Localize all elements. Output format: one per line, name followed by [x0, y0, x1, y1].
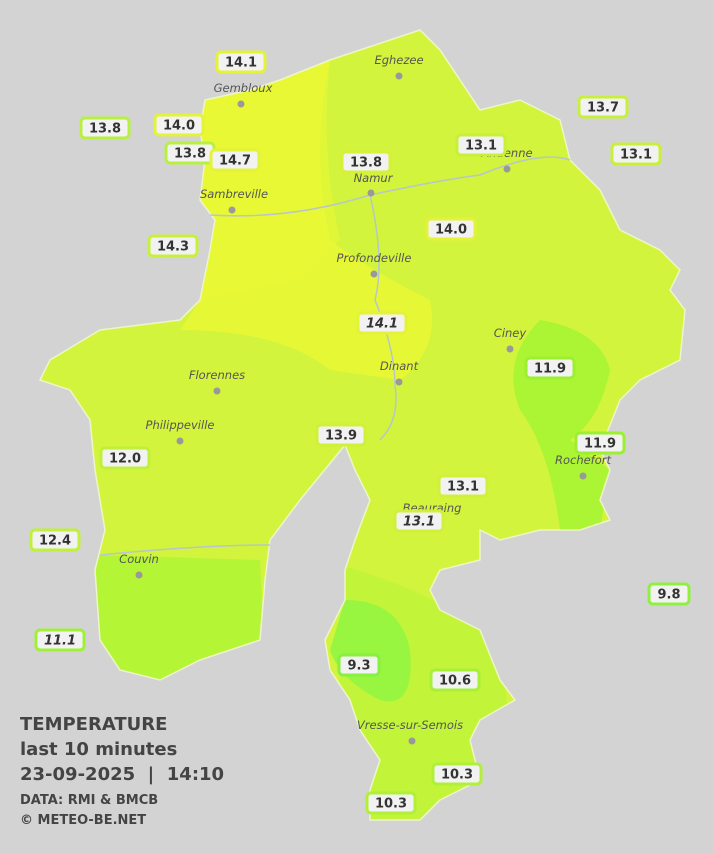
station-box: [365, 791, 417, 815]
station-box: [610, 142, 662, 166]
legend-title: TEMPERATURE: [20, 714, 167, 735]
station-box: [340, 150, 392, 174]
station-value: 13.9: [325, 429, 357, 444]
station-box: [437, 474, 489, 498]
city-label: Ciney: [494, 326, 527, 340]
legend-copyright: © METEO-BE.NET: [20, 813, 146, 828]
city-dot: [395, 72, 403, 80]
city-dot: [135, 571, 143, 579]
city-label: Couvin: [119, 552, 159, 566]
station-box: [315, 423, 367, 447]
station-value: 13.8: [89, 122, 121, 137]
city-dot: [503, 165, 511, 173]
city-dot: [237, 100, 245, 108]
legend-source: DATA: RMI & BMCB: [20, 793, 158, 808]
legend-datetime: 23-09-2025 | 14:10: [20, 764, 224, 785]
city-label: Rochefort: [555, 453, 612, 467]
station-box: [356, 311, 408, 335]
station-box: [153, 113, 205, 137]
station-value: 14.0: [435, 223, 467, 238]
station-box: [337, 653, 381, 677]
station-box: [574, 431, 626, 455]
station-value: 9.3: [347, 659, 370, 674]
cities: EghezeeGemblouxAndenneNamurSambrevillePr…: [119, 53, 612, 745]
station-value: 10.3: [375, 797, 407, 812]
station-value: 13.1: [447, 480, 479, 495]
city-dot: [370, 270, 378, 278]
station-box: [34, 628, 86, 652]
city-label: Dinant: [380, 359, 419, 373]
legend-subtitle: last 10 minutes: [20, 739, 177, 760]
station-box: [209, 148, 261, 172]
station-value: 9.8: [657, 588, 680, 603]
station-box: [425, 217, 477, 241]
city-label: Profondeville: [337, 251, 412, 265]
station-value: 12.4: [39, 534, 71, 549]
station-box: [431, 762, 483, 786]
city-dot: [395, 378, 403, 386]
station-box: [647, 582, 691, 606]
station-value: 14.1: [366, 317, 398, 332]
city-dot: [228, 206, 236, 214]
station-box: [147, 234, 199, 258]
station-value: 13.1: [403, 515, 435, 530]
station-box: [455, 133, 507, 157]
station-box: [79, 116, 131, 140]
station-box: [393, 509, 445, 533]
station-value: 11.9: [584, 437, 616, 452]
city-label: Florennes: [189, 368, 245, 382]
station-value: 13.7: [587, 101, 619, 116]
station-box: [429, 668, 481, 692]
city-dot: [408, 737, 416, 745]
station-box: [577, 95, 629, 119]
station-value: 11.9: [534, 362, 566, 377]
station-value: 12.0: [109, 452, 141, 467]
station-value: 13.1: [620, 148, 652, 163]
station-value: 14.1: [225, 56, 257, 71]
station-box: [99, 446, 151, 470]
city-label: Eghezee: [374, 53, 423, 67]
station-value: 10.6: [439, 674, 471, 689]
city-dot: [213, 387, 221, 395]
city-dot: [176, 437, 184, 445]
station-value: 13.8: [174, 147, 206, 162]
station-value: 14.3: [157, 240, 189, 255]
city-dot: [506, 345, 514, 353]
city-dot: [579, 472, 587, 480]
city-label: Vresse-sur-Semois: [357, 718, 463, 732]
station-value: 14.0: [163, 119, 195, 134]
station-box: [524, 356, 576, 380]
station-value: 11.1: [44, 634, 76, 649]
station-value: 13.8: [350, 156, 382, 171]
station-value: 10.3: [441, 768, 473, 783]
city-dot: [367, 189, 375, 197]
city-label: Sambreville: [200, 187, 268, 201]
stations: 14.1 14.0 13.8 13.8 14.7 13.8 13.1 13.7 13.1 14.3…: [29, 50, 691, 815]
city-label: Philippeville: [146, 418, 215, 432]
station-box: [29, 528, 81, 552]
station-box: [215, 50, 267, 74]
city-label: Gembloux: [214, 81, 273, 95]
station-value: 13.1: [465, 139, 497, 154]
city-label: Namur: [354, 171, 394, 185]
station-value: 14.7: [219, 154, 251, 169]
